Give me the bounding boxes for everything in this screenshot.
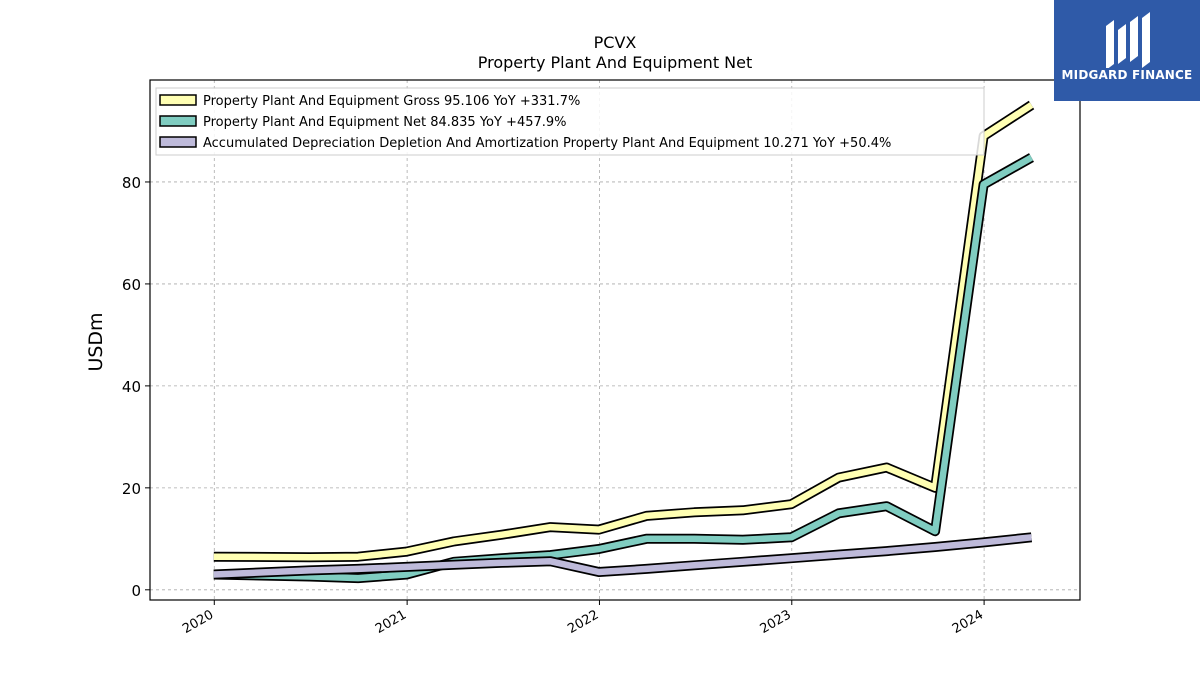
x-tick-label: 2021	[373, 607, 409, 637]
legend-swatch	[160, 116, 196, 126]
legend-label: Property Plant And Equipment Net 84.835 …	[203, 115, 567, 130]
series-line	[214, 158, 1032, 579]
legend-label: Accumulated Depreciation Depletion And A…	[203, 136, 891, 151]
brand-logo: MIDGARD FINANCE	[1054, 0, 1200, 101]
legend: Property Plant And Equipment Gross 95.10…	[156, 88, 984, 155]
x-tick-label: 2022	[565, 607, 601, 637]
x-tick-label: 2023	[758, 607, 794, 637]
series-line	[214, 105, 1032, 557]
y-tick-label: 60	[122, 276, 141, 294]
x-tick-label: 2024	[950, 607, 986, 637]
midgard-logo-icon	[1054, 0, 1200, 68]
legend-swatch	[160, 137, 196, 147]
chart-subtitle: Property Plant And Equipment Net	[478, 53, 753, 72]
series-layer	[214, 105, 1032, 578]
series-line-outline	[214, 105, 1032, 557]
y-tick-label: 20	[122, 480, 141, 498]
y-tick-label: 40	[122, 378, 141, 396]
brand-name: MIDGARD FINANCE	[1054, 68, 1200, 82]
y-tick-label: 0	[131, 582, 141, 600]
chart-title: PCVX	[594, 33, 637, 52]
y-axis-label: USDm	[85, 312, 107, 371]
y-tick-label: 80	[122, 174, 141, 192]
x-tick-label: 2020	[180, 607, 216, 637]
y-axis: 0 20 40 60 80	[122, 174, 150, 600]
legend-swatch	[160, 95, 196, 105]
x-axis: 2020 2021 2022 2023 2024	[180, 600, 986, 637]
legend-label: Property Plant And Equipment Gross 95.10…	[203, 94, 580, 109]
